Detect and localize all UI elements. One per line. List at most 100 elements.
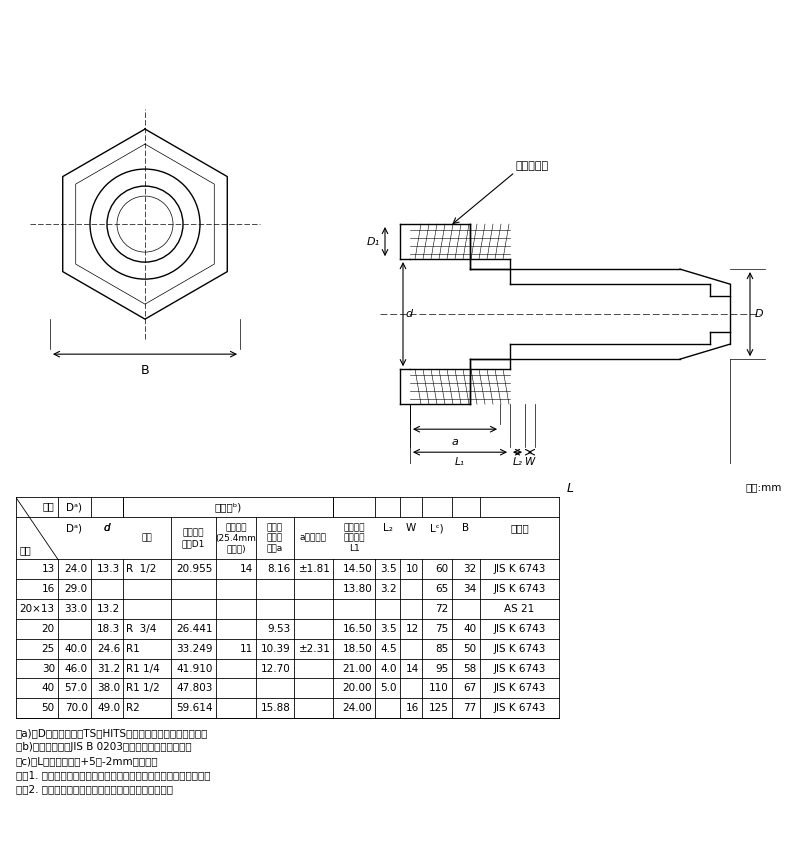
Text: 34: 34	[463, 584, 477, 594]
Text: AS 21: AS 21	[504, 603, 534, 614]
Text: 65: 65	[435, 584, 449, 594]
Text: JIS K 6743: JIS K 6743	[494, 564, 546, 574]
Text: JIS K 6743: JIS K 6743	[494, 663, 546, 674]
Text: B: B	[462, 523, 470, 533]
Text: 46.0: 46.0	[65, 663, 88, 674]
Text: 規　格: 規 格	[510, 523, 529, 533]
Text: 38.0: 38.0	[98, 684, 121, 694]
Text: 13.2: 13.2	[98, 603, 121, 614]
Text: R1 1/2: R1 1/2	[126, 684, 160, 694]
Text: JIS K 6743: JIS K 6743	[494, 584, 546, 594]
Text: L₂: L₂	[382, 523, 393, 533]
Text: R  3/4: R 3/4	[126, 624, 157, 634]
Text: JIS K 6743: JIS K 6743	[494, 684, 546, 694]
Text: インサート: インサート	[515, 161, 548, 171]
Text: 10.39: 10.39	[261, 644, 290, 653]
Text: 14: 14	[239, 564, 253, 574]
Text: R1: R1	[126, 644, 140, 653]
Text: 40: 40	[463, 624, 477, 634]
Text: R2: R2	[126, 703, 140, 713]
Text: R  1/2: R 1/2	[126, 564, 157, 574]
Text: aの許容差: aの許容差	[300, 533, 327, 543]
Text: 14.50: 14.50	[342, 564, 372, 574]
Text: d: d	[104, 523, 110, 533]
Text: 記号: 記号	[42, 501, 54, 511]
Text: 注記1. 六角部及び内部の接水部は、硬質ポリ塩化ビニル製である。: 注記1. 六角部及び内部の接水部は、硬質ポリ塩化ビニル製である。	[16, 770, 210, 780]
Text: R1 1/4: R1 1/4	[126, 663, 160, 674]
Text: L: L	[566, 482, 574, 495]
Text: 47.803: 47.803	[177, 684, 213, 694]
Text: 70.0: 70.0	[65, 703, 88, 713]
Text: 3.5: 3.5	[381, 564, 397, 574]
Text: 33.249: 33.249	[177, 644, 213, 653]
Text: 単位:mm: 単位:mm	[746, 483, 782, 493]
Text: Dᵃ): Dᵃ)	[66, 502, 82, 512]
Text: 11: 11	[239, 644, 253, 653]
Text: 125: 125	[429, 703, 449, 713]
Text: 24.0: 24.0	[65, 564, 88, 574]
Text: 21.00: 21.00	[342, 663, 372, 674]
Text: 67: 67	[463, 684, 477, 694]
Text: 9.53: 9.53	[267, 624, 290, 634]
Text: 注c)　Lの許容差は、+5／-2mmとする。: 注c) Lの許容差は、+5／-2mmとする。	[16, 756, 158, 766]
Text: B: B	[141, 364, 150, 377]
Text: 16.50: 16.50	[342, 624, 372, 634]
Text: ±1.81: ±1.81	[298, 564, 330, 574]
Text: 77: 77	[463, 703, 477, 713]
Text: Dᵃ): Dᵃ)	[66, 523, 82, 533]
Text: W: W	[525, 457, 535, 468]
Text: 有効ねじ
部の長さ
L1: 有効ねじ 部の長さ L1	[343, 523, 365, 553]
Text: 基準径の
外径D1: 基準径の 外径D1	[182, 528, 206, 548]
Text: 4.5: 4.5	[381, 644, 397, 653]
Text: 32: 32	[463, 564, 477, 574]
Text: ねじ部ᵇ): ねじ部ᵇ)	[214, 502, 242, 512]
Text: 57.0: 57.0	[65, 684, 88, 694]
Text: 60: 60	[436, 564, 449, 574]
Text: 16: 16	[406, 703, 419, 713]
Text: 95: 95	[435, 663, 449, 674]
Text: 110: 110	[429, 684, 449, 694]
Text: 25: 25	[42, 644, 54, 653]
Text: 20: 20	[42, 624, 54, 634]
Text: 13.80: 13.80	[342, 584, 372, 594]
Text: 41.910: 41.910	[177, 663, 213, 674]
Text: 20×13: 20×13	[20, 603, 54, 614]
Text: 12.70: 12.70	[261, 663, 290, 674]
Text: 13: 13	[42, 564, 54, 574]
Text: 58: 58	[463, 663, 477, 674]
Text: 4.0: 4.0	[381, 663, 397, 674]
Text: 50: 50	[463, 644, 477, 653]
Text: d: d	[104, 523, 110, 533]
Text: ねじ山数
(25.4mm
につき): ねじ山数 (25.4mm につき)	[215, 523, 256, 553]
Text: 75: 75	[435, 624, 449, 634]
Text: 18.50: 18.50	[342, 644, 372, 653]
Text: 29.0: 29.0	[65, 584, 88, 594]
Text: 40.0: 40.0	[65, 644, 88, 653]
Text: 3.2: 3.2	[381, 584, 397, 594]
Text: a: a	[451, 437, 458, 447]
Text: 30: 30	[42, 663, 54, 674]
Text: JIS K 6743: JIS K 6743	[494, 703, 546, 713]
Text: 50: 50	[42, 703, 54, 713]
Text: ±2.31: ±2.31	[298, 644, 330, 653]
Text: 5.0: 5.0	[381, 684, 397, 694]
Text: 24.00: 24.00	[342, 703, 372, 713]
Text: 26.441: 26.441	[177, 624, 213, 634]
Text: 33.0: 33.0	[65, 603, 88, 614]
Text: d: d	[405, 309, 412, 319]
Text: 72: 72	[435, 603, 449, 614]
Text: L₁: L₁	[455, 457, 465, 468]
Text: 13.3: 13.3	[98, 564, 121, 574]
Text: 基準径
までの
長さa: 基準径 までの 長さa	[266, 523, 282, 553]
Text: 15.88: 15.88	[261, 703, 290, 713]
Text: 10: 10	[406, 564, 419, 574]
Text: L₂: L₂	[513, 457, 522, 468]
Text: 40: 40	[42, 684, 54, 694]
Text: 16: 16	[42, 584, 54, 594]
Text: JIS K 6743: JIS K 6743	[494, 624, 546, 634]
Text: D: D	[755, 309, 764, 319]
Text: 8.16: 8.16	[267, 564, 290, 574]
Text: 注記2. 管端防食継手（コア付き）に対応しています。: 注記2. 管端防食継手（コア付き）に対応しています。	[16, 784, 173, 794]
Text: 呼び: 呼び	[142, 533, 153, 543]
Text: JIS K 6743: JIS K 6743	[494, 644, 546, 653]
